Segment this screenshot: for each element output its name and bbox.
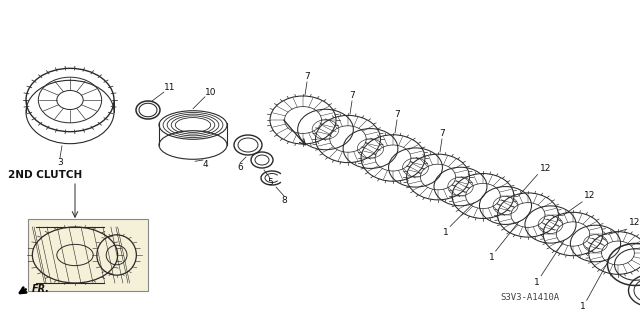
Text: 7: 7 — [304, 72, 310, 81]
Text: 2ND CLUTCH: 2ND CLUTCH — [8, 170, 83, 180]
Text: FR.: FR. — [32, 284, 50, 294]
Text: 6: 6 — [237, 163, 243, 172]
Text: 11: 11 — [164, 83, 175, 92]
Text: 12: 12 — [628, 218, 640, 227]
Text: 1: 1 — [534, 278, 540, 287]
FancyBboxPatch shape — [28, 219, 148, 291]
Text: 1: 1 — [489, 253, 495, 262]
Text: 10: 10 — [205, 88, 216, 97]
Text: 8: 8 — [281, 196, 287, 205]
Text: 12: 12 — [584, 191, 595, 200]
Text: 12: 12 — [540, 164, 551, 173]
Text: 1: 1 — [580, 302, 586, 311]
Text: 1: 1 — [444, 228, 449, 237]
Text: 5: 5 — [267, 178, 273, 187]
Text: S3V3-A1410A: S3V3-A1410A — [500, 293, 559, 302]
Text: 4: 4 — [203, 160, 209, 169]
Text: 7: 7 — [439, 129, 445, 138]
Text: 3: 3 — [57, 158, 63, 167]
Text: 7: 7 — [349, 91, 355, 100]
Text: 7: 7 — [394, 110, 400, 119]
